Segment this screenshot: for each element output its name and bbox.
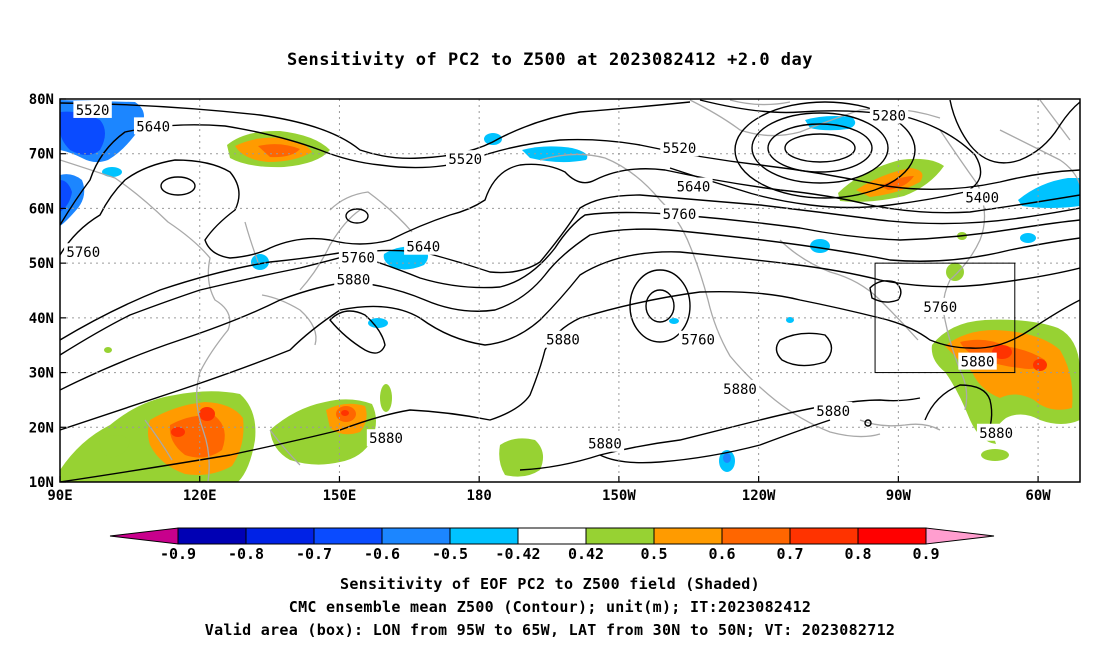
colorbar-segment: [653, 527, 723, 545]
colorbar-segment: [517, 527, 587, 545]
axis-ticks: [59, 98, 1039, 483]
contour-label-background: [585, 434, 625, 452]
contour-label-background: [660, 204, 699, 222]
valid-area-box: [874, 262, 1016, 374]
contour-label-background: [133, 117, 173, 135]
contour-label: 5640: [677, 180, 711, 196]
contour-label-background: [334, 270, 373, 288]
contour-label: 5880: [588, 437, 622, 453]
colorbar-label: -0.7: [296, 545, 332, 563]
contour-label-background: [958, 352, 997, 370]
contour-label: 5760: [341, 251, 375, 267]
colorbar-label: -0.9: [160, 545, 196, 563]
contour-label-background: [674, 177, 713, 195]
latitude-labels: 80N 70N 60N 50N 40N 30N 20N 10N: [29, 92, 54, 491]
colorbar-labels: -0.9 -0.8 -0.7 -0.6 -0.5 -0.42 0.42 0.5 0.6 0.7 0.…: [160, 545, 940, 563]
colorbar: [109, 527, 995, 545]
graticule: [60, 99, 1080, 482]
contour-label: 5880: [723, 382, 757, 398]
longitude-label: 90W: [886, 488, 912, 504]
contour-label-background: [678, 330, 718, 348]
contour-label-background: [921, 297, 960, 315]
colorbar-label: -0.5: [432, 545, 468, 563]
contour-label: 5880: [337, 273, 371, 289]
longitude-label: 90E: [47, 488, 72, 504]
contour-label-background: [660, 139, 699, 157]
colorbar-segment: [381, 527, 451, 545]
contour-label: 5640: [136, 119, 170, 135]
longitude-label: 180: [467, 488, 492, 504]
contour-label-background: [366, 429, 406, 447]
contour-label: 5880: [546, 333, 580, 349]
latitude-label: 30N: [29, 366, 54, 382]
latitude-label: 10N: [29, 475, 54, 491]
colorbar-segment: [177, 527, 247, 545]
contour-label: 5520: [448, 152, 482, 168]
contour-labels: 5520 5640 5520 5520 5280 5640 5760 5400 5640 5760…: [64, 100, 1016, 453]
caption-line-3: Valid area (box): LON from 95W to 65W, L…: [204, 621, 896, 639]
colorbar-label: 0.9: [912, 545, 939, 563]
contour-label: 5760: [681, 333, 715, 349]
colorbar-segment: [449, 527, 519, 545]
caption-line-1: Sensitivity of EOF PC2 to Z500 field (Sh…: [340, 575, 760, 593]
latitude-label: 40N: [29, 311, 54, 327]
contour-label-background: [446, 150, 485, 168]
caption-line-2: CMC ensemble mean Z500 (Contour); unit(m…: [288, 598, 812, 616]
contour-label-background: [73, 100, 112, 118]
colorbar-label: 0.7: [776, 545, 803, 563]
latitude-label: 50N: [29, 256, 54, 272]
longitude-label: 120W: [742, 488, 776, 504]
colorbar-label: 0.42: [568, 545, 604, 563]
coastlines: [60, 99, 1080, 482]
map-title: Sensitivity of PC2 to Z500 at 2023082412…: [286, 50, 813, 70]
contour-label: 5760: [663, 207, 697, 223]
longitude-label: 150W: [602, 488, 636, 504]
contour-label: 5520: [76, 103, 110, 119]
contour-label-background: [869, 106, 909, 124]
longitude-labels: 90E 120E 150E 180 150W 120W 90W 60W: [47, 488, 1051, 504]
z500-contours: [60, 99, 1080, 482]
colorbar-segment: [789, 527, 859, 545]
contour-label: 5880: [979, 426, 1013, 442]
contour-label-background: [976, 423, 1016, 441]
latitude-label: 20N: [29, 420, 54, 436]
colorbar-label: -0.42: [495, 545, 540, 563]
contour-label: 5880: [961, 355, 995, 371]
colorbar-segment: [585, 527, 655, 545]
colorbar-label: 0.6: [708, 545, 735, 563]
colorbar-label: -0.6: [364, 545, 400, 563]
contour-label-background: [64, 243, 103, 261]
contour-label: 5640: [406, 240, 440, 256]
contour-label-background: [543, 330, 583, 348]
longitude-label: 120E: [183, 488, 217, 504]
contour-label: 5760: [66, 245, 100, 261]
latitude-label: 70N: [29, 147, 54, 163]
contour-label: 5760: [923, 300, 957, 316]
contour-label-background: [813, 401, 853, 419]
contour-label-background: [962, 188, 1002, 206]
latitude-label: 60N: [29, 201, 54, 217]
contour-label-background: [720, 379, 760, 397]
colorbar-segment: [721, 527, 791, 545]
colorbar-label: 0.5: [640, 545, 667, 563]
contour-label: 5520: [663, 141, 697, 157]
longitude-label: 150E: [323, 488, 357, 504]
latitude-label: 80N: [29, 92, 54, 108]
contour-label: 5400: [965, 190, 999, 206]
contour-label-background: [338, 248, 378, 266]
colorbar-segment: [313, 527, 383, 545]
longitude-label: 60W: [1025, 488, 1051, 504]
map-frame: [59, 98, 1081, 483]
contour-label: 5880: [816, 404, 850, 420]
colorbar-high-extension: [925, 527, 995, 545]
colorbar-segment: [857, 527, 927, 545]
colorbar-segment: [245, 527, 315, 545]
contour-label-background: [404, 237, 443, 255]
contour-label: 5880: [369, 431, 403, 447]
colorbar-label: 0.8: [844, 545, 871, 563]
colorbar-low-extension: [109, 527, 179, 545]
colorbar-label: -0.8: [228, 545, 264, 563]
contour-label: 5280: [872, 108, 906, 124]
